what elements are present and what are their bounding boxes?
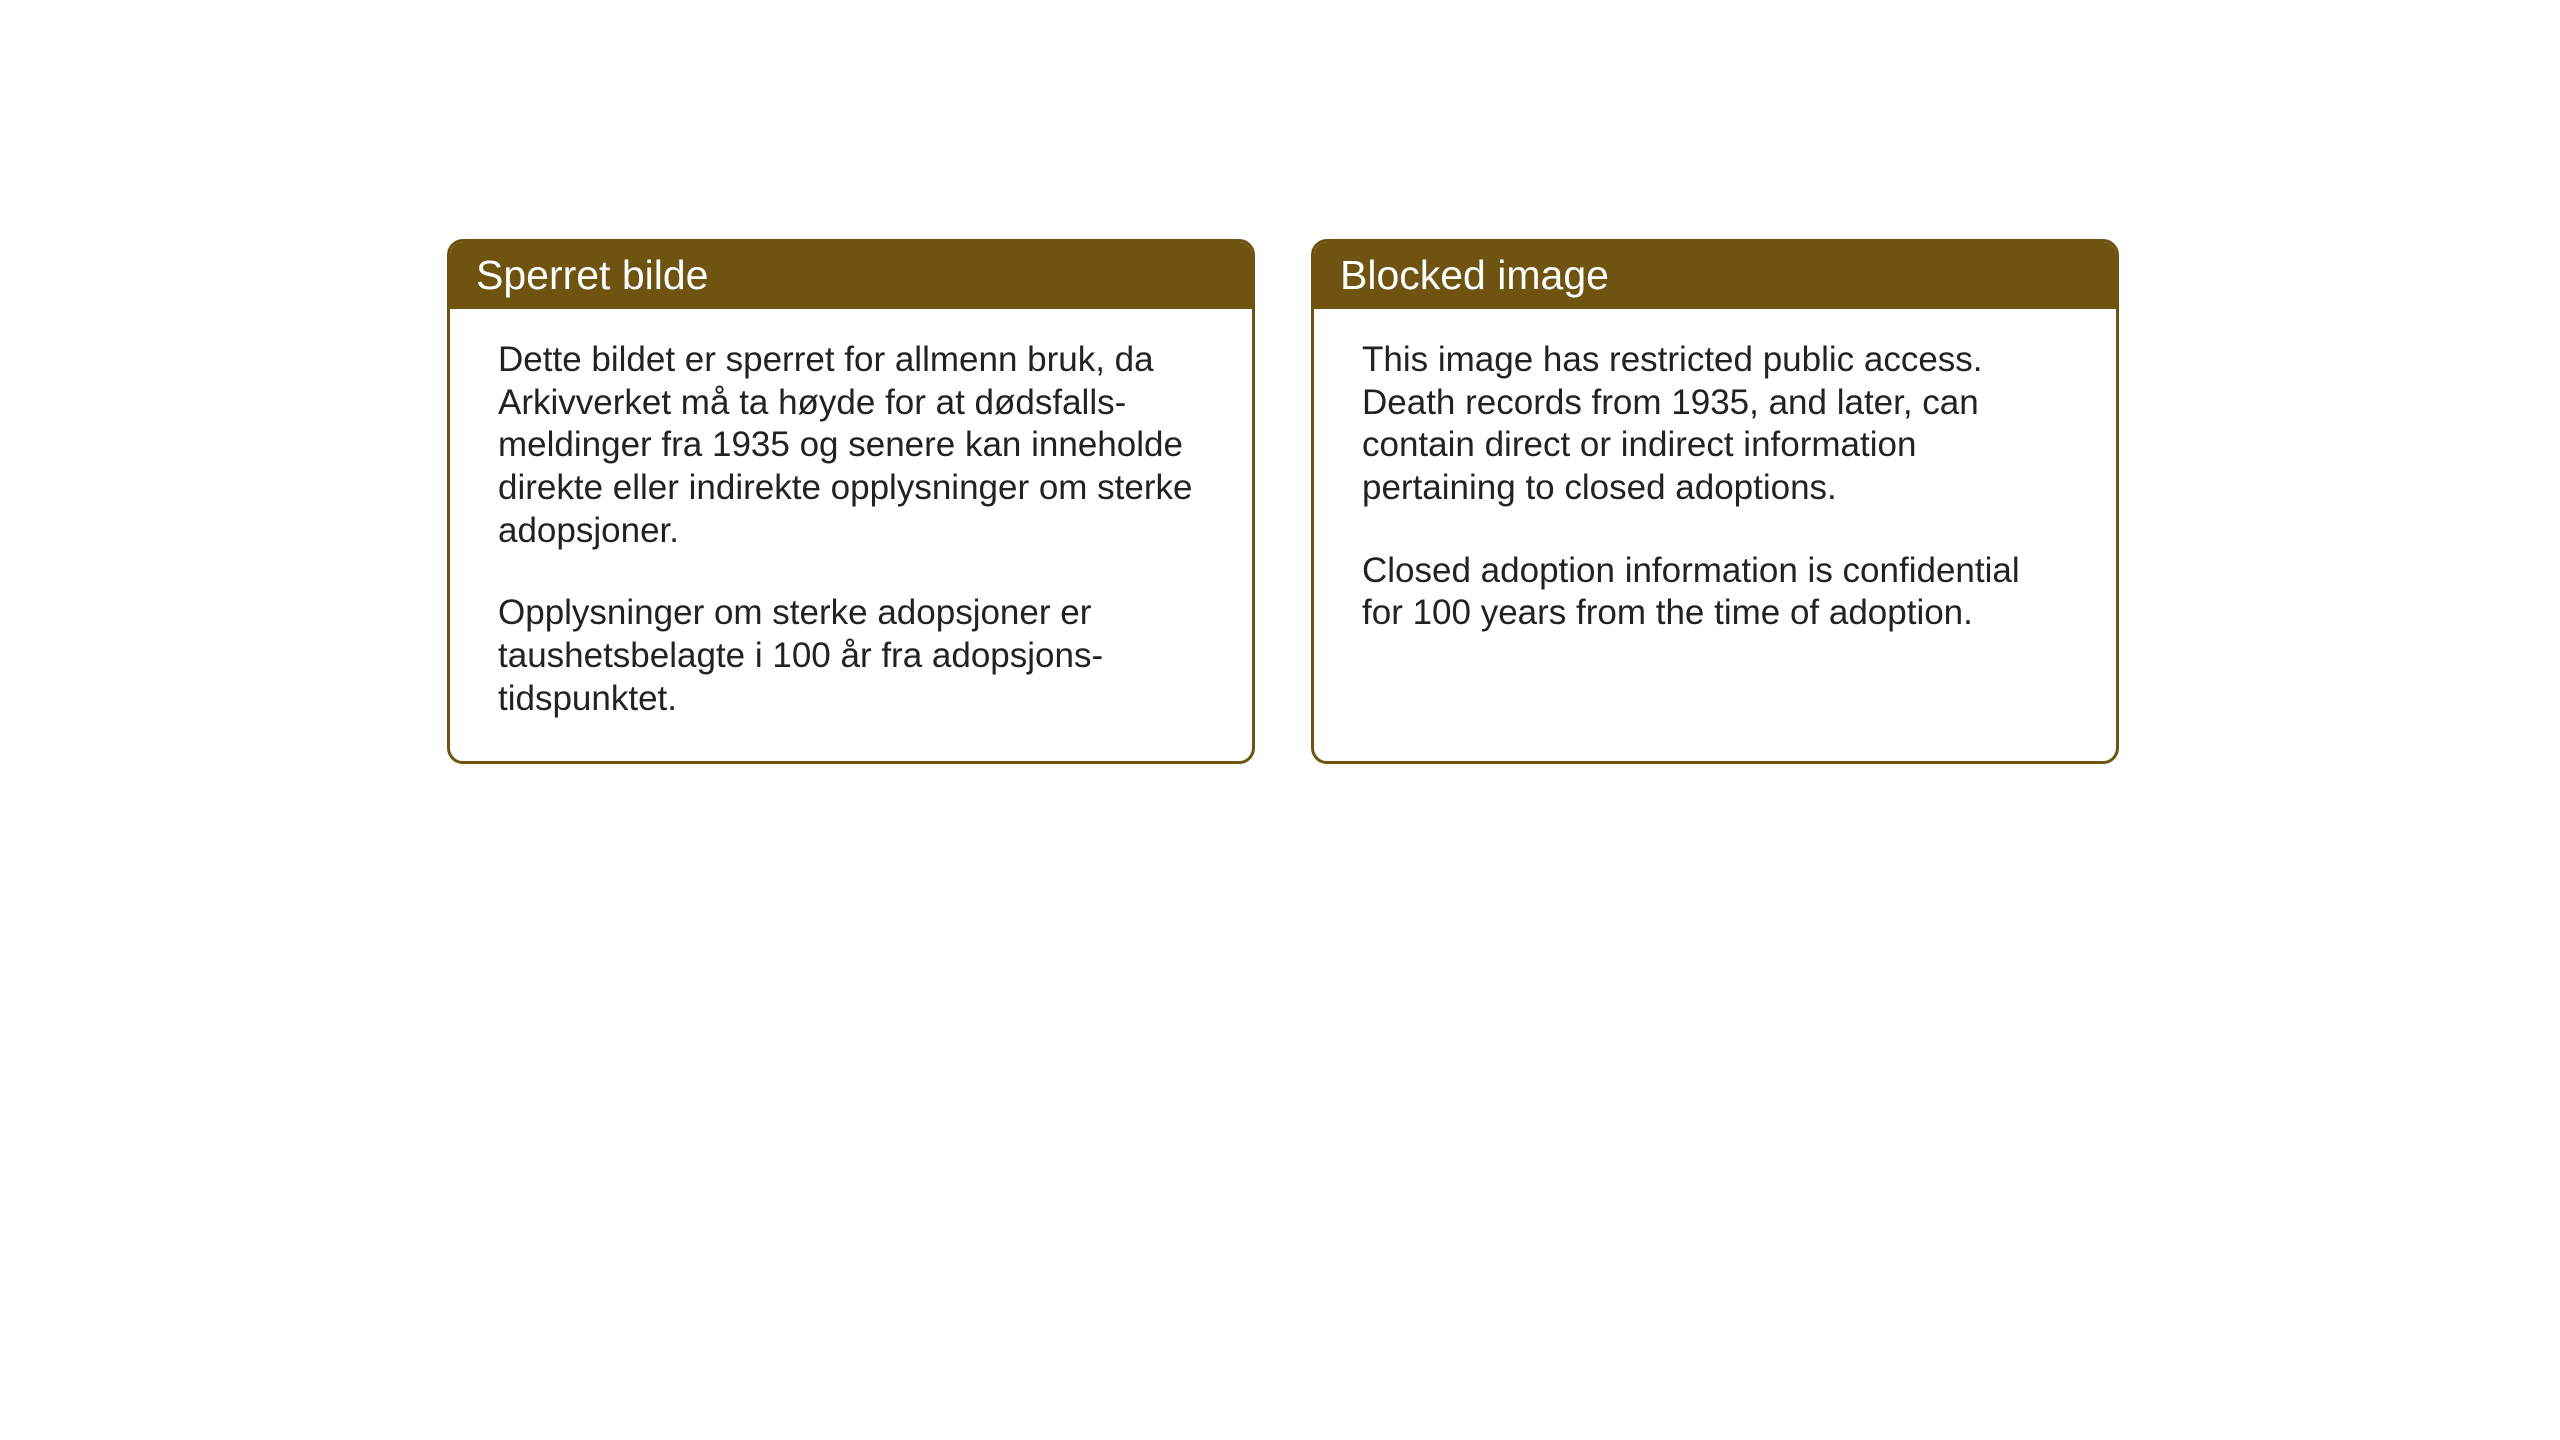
card-title-norwegian: Sperret bilde [450, 242, 1252, 309]
paragraph-1-norwegian: Dette bildet er sperret for allmenn bruk… [498, 339, 1204, 552]
blocked-image-card-english: Blocked image This image has restricted … [1311, 239, 2119, 764]
card-title-english: Blocked image [1314, 242, 2116, 309]
info-cards-container: Sperret bilde Dette bildet er sperret fo… [0, 0, 2560, 764]
paragraph-2-english: Closed adoption information is confident… [1362, 550, 2068, 635]
card-body-english: This image has restricted public access.… [1314, 309, 2116, 749]
paragraph-2-norwegian: Opplysninger om sterke adopsjoner er tau… [498, 592, 1204, 720]
card-body-norwegian: Dette bildet er sperret for allmenn bruk… [450, 309, 1252, 761]
paragraph-1-english: This image has restricted public access.… [1362, 339, 2068, 510]
blocked-image-card-norwegian: Sperret bilde Dette bildet er sperret fo… [447, 239, 1255, 764]
